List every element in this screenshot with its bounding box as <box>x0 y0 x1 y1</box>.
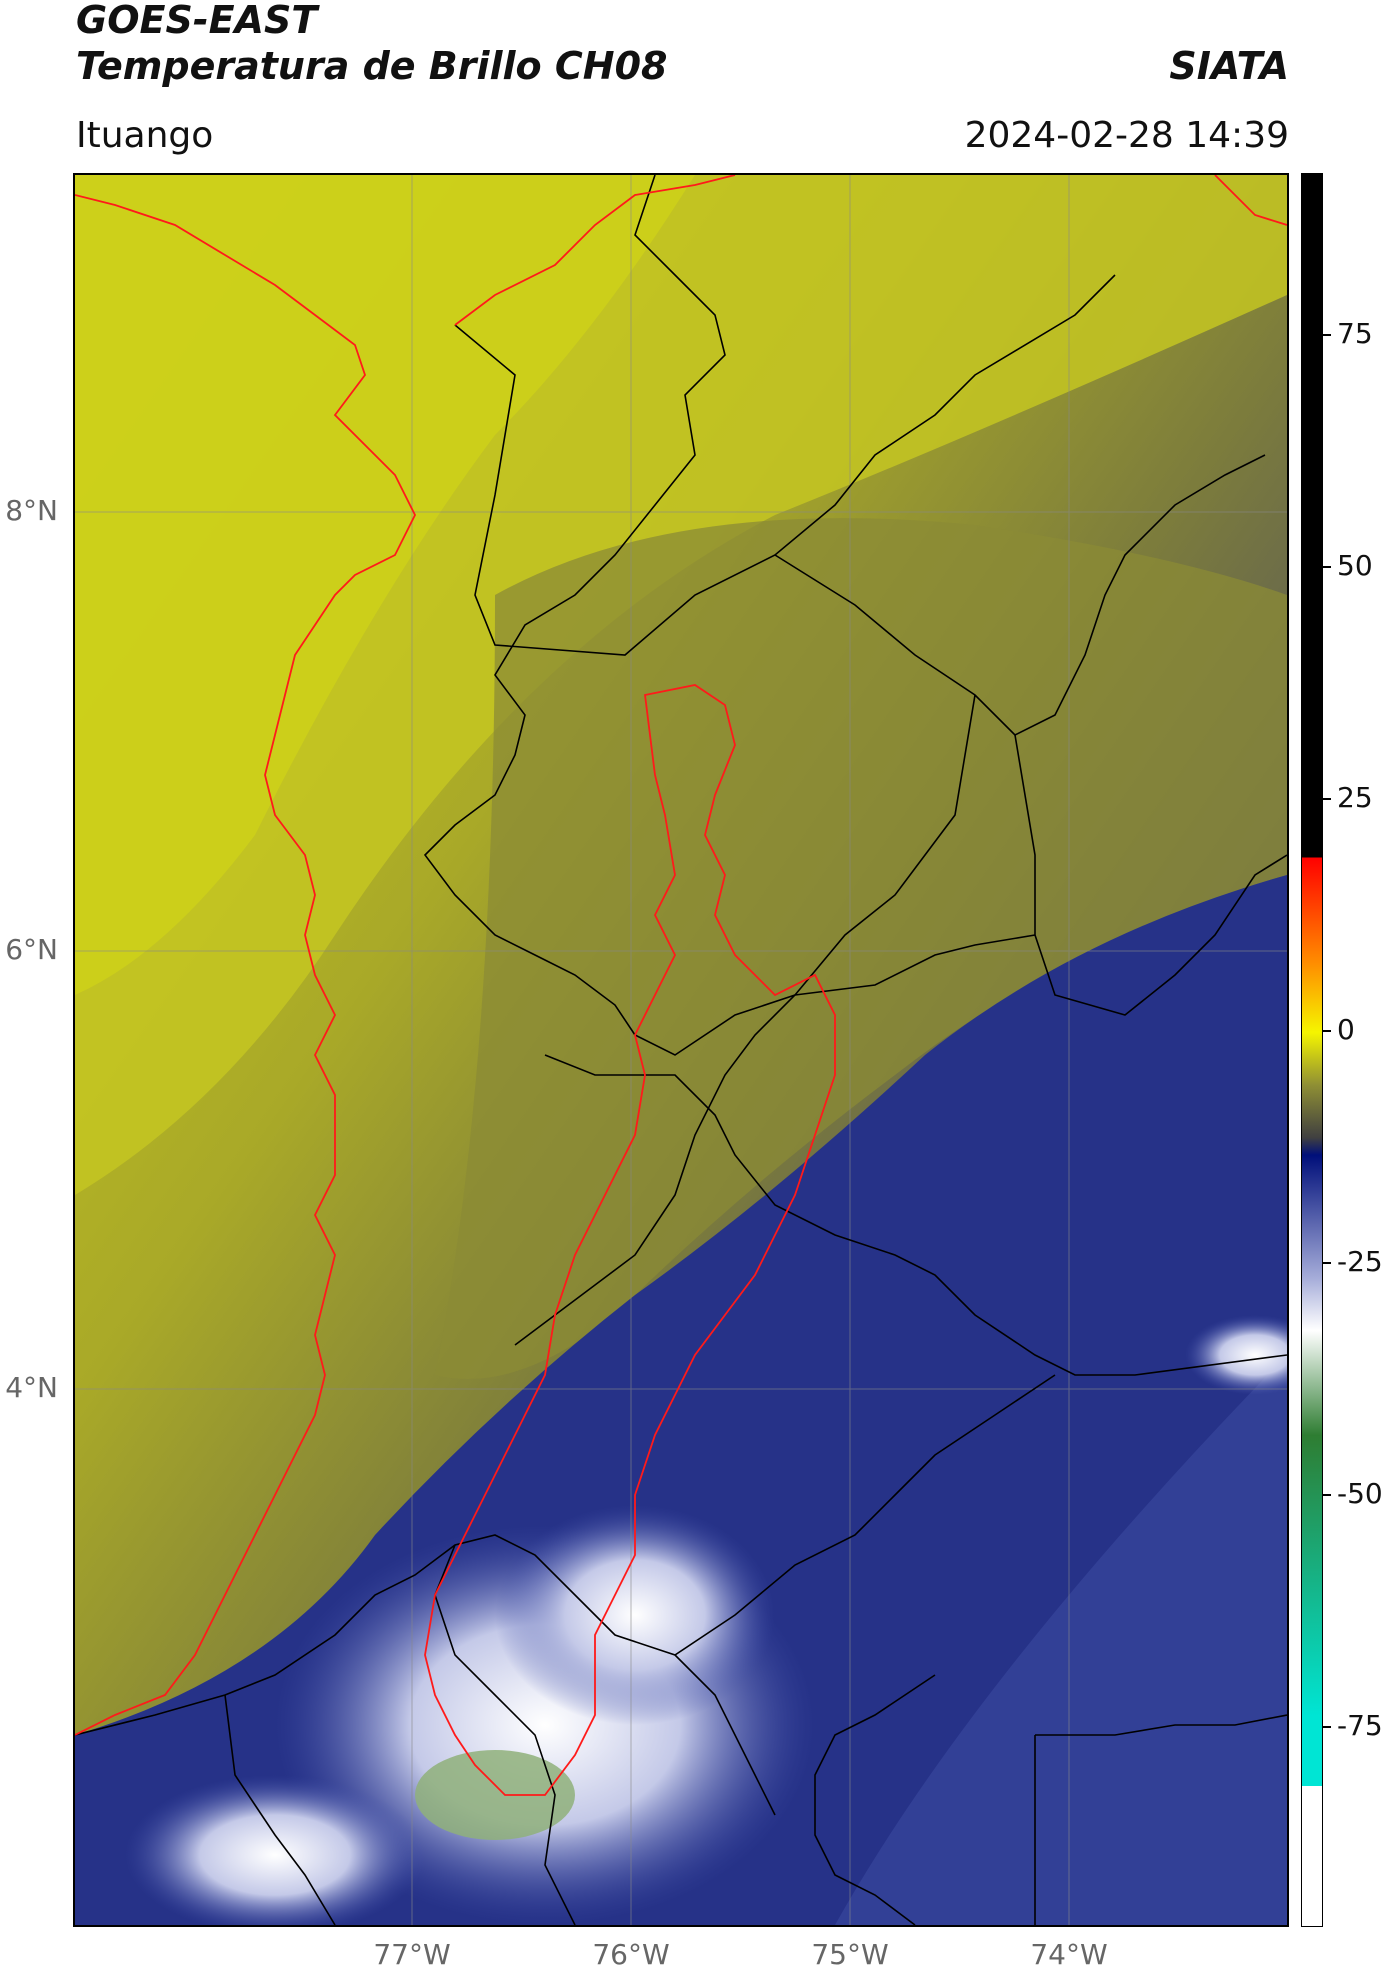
location-label: Ituango <box>76 115 214 156</box>
cold-region-east <box>835 1355 1287 1925</box>
olive-region <box>435 518 1287 1379</box>
lat-tick-6n: 6°N <box>5 933 58 966</box>
product-title: Temperatura de Brillo CH08 <box>76 44 668 88</box>
department-borders <box>75 175 1287 1925</box>
organization-label: SIATA <box>1169 44 1289 88</box>
lat-tick-8n: 8°N <box>5 494 58 527</box>
colorbar-tickmark <box>1323 1494 1331 1496</box>
coldest-cloud-top <box>415 1750 575 1840</box>
colorbar-tick-0: 0 <box>1337 1013 1355 1046</box>
colorbar-tickmark <box>1323 566 1331 568</box>
lon-tick-77w: 77°W <box>373 1938 451 1971</box>
lon-tick-76w: 76°W <box>592 1938 670 1971</box>
colorbar-tickmark <box>1323 798 1331 800</box>
graticule <box>75 175 1287 1925</box>
colorbar-tick-25: 25 <box>1337 781 1373 814</box>
map-canvas <box>75 175 1287 1925</box>
warm-region-core <box>75 175 695 995</box>
colorbar-tickmark <box>1323 1262 1331 1264</box>
colorbar-tick-minus75: -75 <box>1337 1709 1383 1742</box>
colorbar-tickmark <box>1323 1030 1331 1032</box>
colorbar-tick-50: 50 <box>1337 549 1373 582</box>
timestamp-label: 2024-02-28 14:39 <box>964 115 1289 156</box>
coastline-and-basin <box>75 175 1287 1796</box>
colorbar-tickmark <box>1323 1726 1331 1728</box>
convective-cloud <box>125 1775 425 1925</box>
colorbar-tick-75: 75 <box>1337 317 1373 350</box>
colorbar-tick-minus25: -25 <box>1337 1245 1383 1278</box>
colorbar-tickmark <box>1323 334 1331 336</box>
colorbar <box>1301 173 1323 1927</box>
lon-tick-75w: 75°W <box>811 1938 889 1971</box>
convective-cloud <box>495 1505 775 1725</box>
satellite-title: GOES-EAST <box>76 0 318 42</box>
colorbar-tick-minus50: -50 <box>1337 1477 1383 1510</box>
convective-cloud <box>1185 1315 1287 1395</box>
lat-tick-4n: 4°N <box>5 1371 58 1404</box>
lon-tick-74w: 74°W <box>1030 1938 1108 1971</box>
satellite-map <box>73 173 1289 1927</box>
